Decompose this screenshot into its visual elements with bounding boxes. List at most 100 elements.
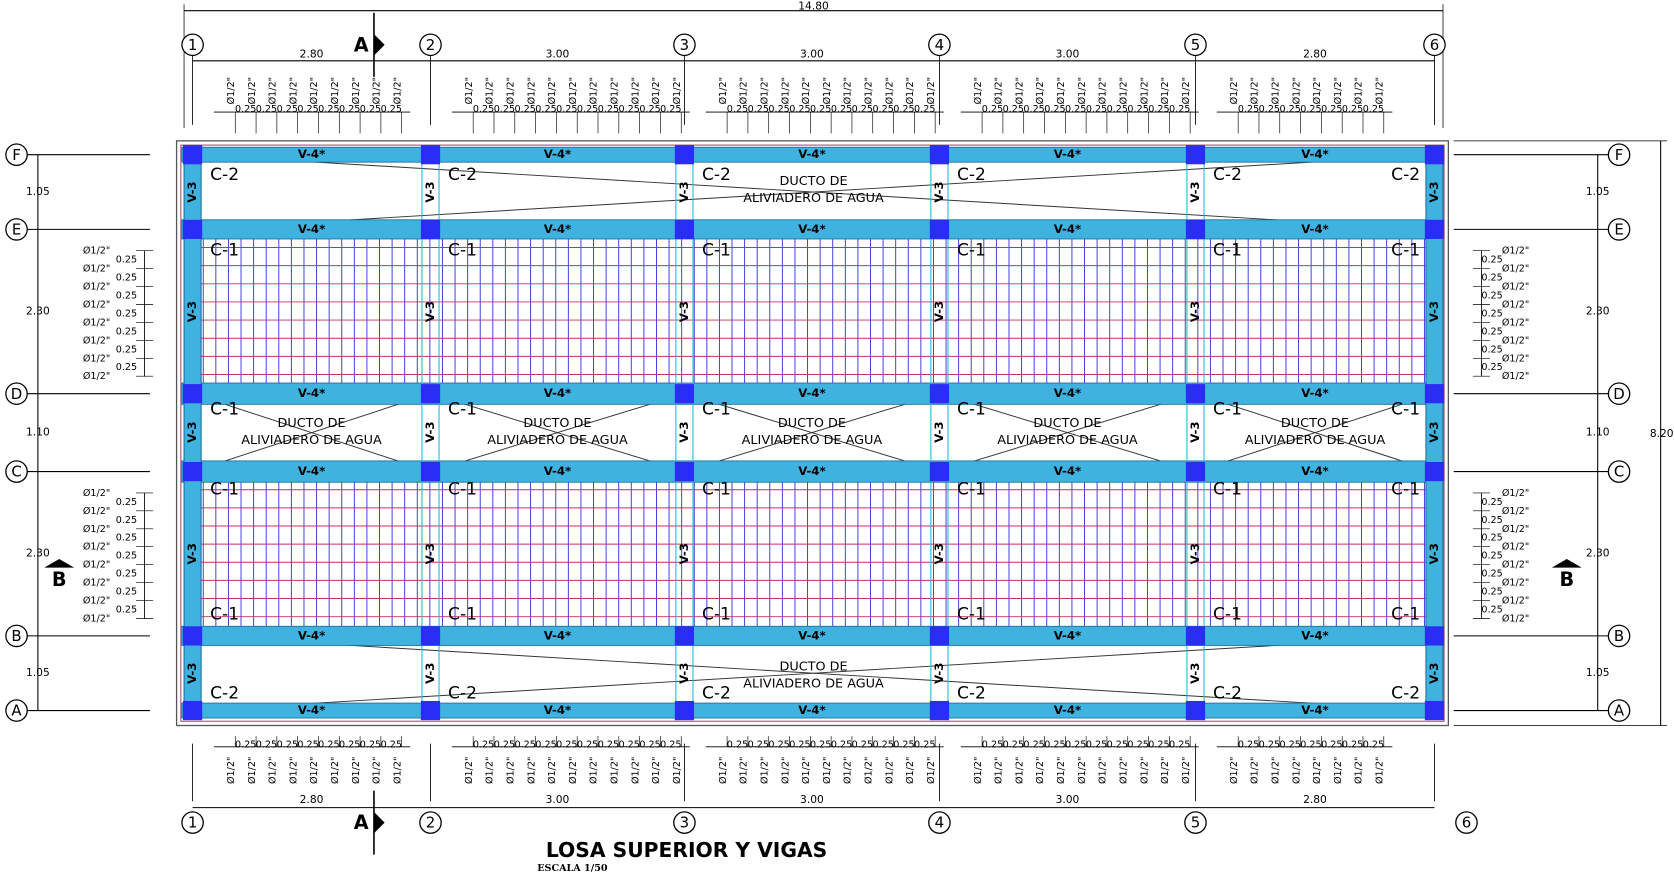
label: 1.05 [1586,666,1610,679]
label: Ø1/2" [1138,77,1150,104]
label: C-1 [702,605,731,625]
label: B [52,568,67,591]
label: C-1 [1213,480,1242,500]
label: C-1 [448,241,477,261]
label: 0.25 [914,740,935,751]
column [1186,462,1205,481]
scale: ESCALA 1/50 [537,863,608,874]
label: 0.25 [1259,104,1280,115]
label: 0.25 [660,740,681,751]
label: Ø1/2" [972,77,984,104]
label: 0.25 [116,604,137,615]
label: 0.25 [1238,104,1259,115]
column [421,462,440,481]
label: V-3 [1427,543,1441,564]
section-arrow [374,34,385,55]
label: 0.25 [116,497,137,508]
label: Ø1/2" [650,77,662,104]
label: 0.25 [1363,104,1384,115]
label: Ø1/2" [588,757,600,784]
label: 0.25 [1342,740,1363,751]
label: 8.20 [1650,427,1674,440]
label: V-4* [798,628,825,642]
label: Ø1/2" [1180,757,1192,784]
label: C-2 [702,683,731,703]
label: Ø1/2" [1374,77,1386,104]
label: 0.25 [1148,740,1169,751]
label: Ø1/2" [83,541,110,553]
label: Ø1/2" [391,757,403,784]
label: V-3 [185,543,199,564]
label: 0.25 [535,740,556,751]
label: A [1614,702,1625,720]
label: 0.25 [1065,104,1086,115]
label: Ø1/2" [883,757,895,784]
label: Ø1/2" [925,757,937,784]
label: 0.25 [1342,104,1363,115]
label: Ø1/2" [588,77,600,104]
label: Ø1/2" [83,523,110,535]
label: Ø1/2" [329,757,341,784]
label: 0.25 [360,104,381,115]
label: 0.25 [116,308,137,319]
column [675,220,694,239]
label: Ø1/2" [1332,77,1344,104]
label: Ø1/2" [758,757,770,784]
column [675,626,694,645]
label: Ø1/2" [371,77,383,104]
label: Ø1/2" [1502,523,1529,535]
label: V-3 [932,663,946,684]
label: 0.25 [1321,104,1342,115]
label: 3.00 [1056,793,1080,806]
column [183,626,202,645]
label: 0.25 [297,740,318,751]
label: Ø1/2" [1502,298,1529,310]
label: 0.25 [893,740,914,751]
label: V-4* [1301,386,1328,400]
label: 0.25 [256,104,277,115]
label: 0.25 [789,104,810,115]
label: Ø1/2" [842,77,854,104]
label: 0.25 [1481,255,1502,266]
label: V-3 [423,543,437,564]
label: 3 [680,814,690,832]
label: Ø1/2" [267,757,279,784]
label: E [12,220,21,238]
label: Ø1/2" [1502,594,1529,606]
label: C-1 [1213,241,1242,261]
label: 2.30 [1586,547,1610,560]
label: 2.80 [300,47,324,60]
label: 0.25 [1481,551,1502,562]
label: 0.25 [494,740,515,751]
label: 0.25 [515,740,536,751]
label: 0.25 [619,740,640,751]
label: C-2 [1213,165,1242,185]
label: ALIVIADERO DE AGUA [742,433,883,448]
label: 3.00 [546,793,570,806]
label: Ø1/2" [525,77,537,104]
label: Ø1/2" [1311,757,1323,784]
label: V-4* [298,703,325,717]
label: 0.25 [360,740,381,751]
label: Ø1/2" [738,757,750,784]
column [1186,701,1205,720]
label: 2 [426,36,435,54]
label: 0.25 [339,740,360,751]
column [1425,626,1444,645]
label: Ø1/2" [1034,77,1046,104]
label: C-1 [702,480,731,500]
label: Ø1/2" [308,77,320,104]
label: A [354,811,369,834]
label: Ø1/2" [1502,316,1529,328]
label: Ø1/2" [83,298,110,310]
label: 0.25 [598,104,619,115]
label: Ø1/2" [1180,77,1192,104]
label: Ø1/2" [800,757,812,784]
label: C-1 [448,400,477,420]
label: V-3 [423,663,437,684]
label: C-1 [957,480,986,500]
label: Ø1/2" [1055,77,1067,104]
label: ALIVIADERO DE AGUA [241,433,382,448]
column [421,626,440,645]
label: Ø1/2" [758,77,770,104]
